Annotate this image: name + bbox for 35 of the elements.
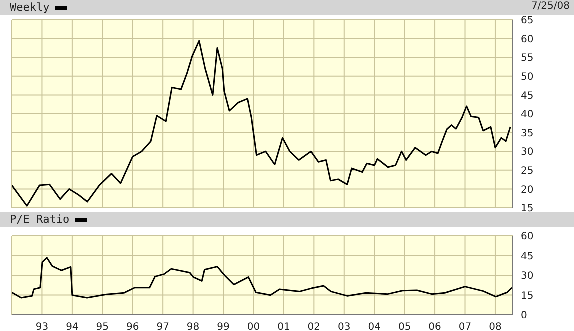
x-tick-label: 93: [36, 322, 49, 331]
y-tick-label: 65: [521, 16, 534, 27]
x-tick-label: 01: [278, 322, 290, 331]
x-tick-label: 04: [368, 322, 381, 331]
legend-label: P/E Ratio: [10, 213, 70, 226]
legend-label: Weekly: [10, 1, 50, 14]
y-tick-label: 50: [521, 72, 534, 83]
y-tick-label: 25: [521, 166, 534, 177]
y-tick-label: 0: [521, 310, 528, 322]
y-tick-label: 15: [521, 204, 534, 215]
y-tick-label: 30: [521, 271, 534, 282]
text: 7/25/08: [531, 1, 570, 12]
y-tick-label: 60: [521, 232, 534, 243]
x-tick-label: 06: [428, 322, 442, 331]
y-tick-label: 45: [521, 251, 534, 262]
y-tick-label: 15: [521, 290, 534, 302]
x-tick-label: 99: [217, 322, 230, 331]
y-tick-label: 35: [521, 128, 534, 140]
y-tick-label: 45: [521, 90, 534, 102]
x-tick-label: 05: [398, 322, 412, 331]
x-tick-label: 95: [96, 322, 110, 331]
x-tick-label: 02: [308, 322, 321, 331]
y-tick-label: 30: [521, 147, 534, 158]
x-tick-label: 97: [156, 322, 170, 331]
x-tick-label: 08: [489, 322, 502, 331]
x-tick-label: 94: [66, 322, 79, 331]
y-tick-label: 60: [521, 34, 534, 46]
y-tick-label: 20: [521, 184, 534, 196]
x-tick-label: 98: [186, 322, 200, 331]
x-tick-label: 07: [458, 322, 472, 331]
y-tick-label: 40: [521, 110, 534, 121]
x-tick-label: 03: [338, 322, 351, 331]
y-tick-label: 55: [521, 53, 534, 64]
x-tick-label: 00: [247, 322, 260, 331]
x-tick-label: 96: [126, 322, 140, 331]
